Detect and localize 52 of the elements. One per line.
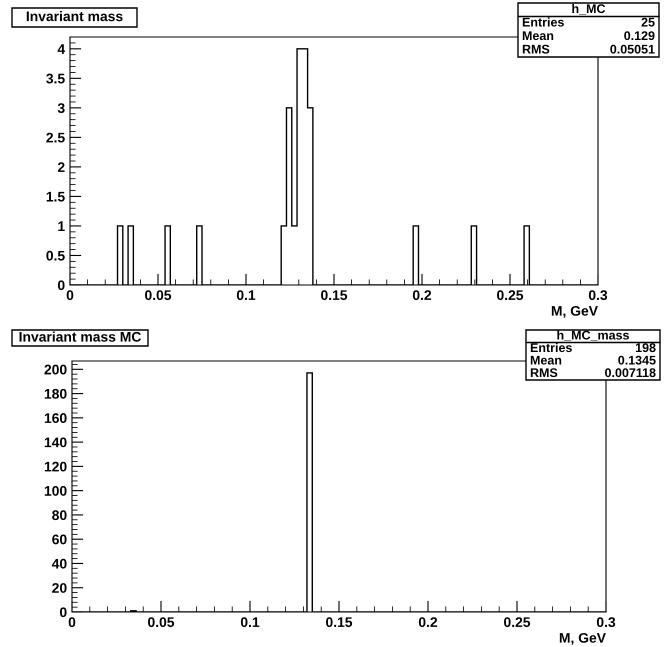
y-tick-label: 80 bbox=[52, 510, 67, 520]
y-tick-label: 140 bbox=[44, 437, 67, 448]
x-tick-label: 0.15 bbox=[321, 290, 348, 300]
x-tick-label: 0.2 bbox=[412, 290, 432, 300]
text: 0.05051 bbox=[610, 44, 655, 54]
y-tick-label: 0 bbox=[60, 607, 67, 618]
text: 0.1345 bbox=[618, 356, 656, 365]
y-tick-label: 2.5 bbox=[46, 132, 65, 143]
annotation: Mean bbox=[530, 356, 562, 365]
y-tick-label: 3.5 bbox=[46, 74, 65, 84]
y-tick-label: 4 bbox=[58, 44, 66, 54]
y-tick-label: 180 bbox=[44, 388, 67, 399]
text: Entries bbox=[530, 342, 572, 352]
y-tick-label: 2 bbox=[58, 162, 65, 172]
x-tick-label: 0.25 bbox=[504, 617, 530, 628]
x-tick-label: 0 bbox=[68, 617, 76, 628]
y-tick-label: 3 bbox=[58, 103, 65, 114]
x-tick-label: 0.2 bbox=[418, 617, 438, 628]
y-tick-label: 0 bbox=[58, 280, 65, 290]
x-tick-label: 0.1 bbox=[240, 617, 260, 628]
x-tick-label: 0.15 bbox=[326, 617, 352, 628]
annotation: Mean bbox=[522, 31, 554, 40]
x-tick-label: 0.05 bbox=[145, 290, 172, 300]
y-tick-label: 200 bbox=[44, 364, 67, 374]
text: h_MC bbox=[572, 4, 606, 15]
annotation: RMS bbox=[530, 368, 558, 378]
y-tick-label: 20 bbox=[52, 583, 67, 593]
x-tick-label: 0.05 bbox=[148, 617, 174, 628]
text: 25 bbox=[642, 18, 655, 27]
y-tick-label: 40 bbox=[52, 558, 67, 569]
y-tick-label: 160 bbox=[44, 413, 67, 424]
text: Entries bbox=[522, 17, 564, 27]
text: h_MC_mass bbox=[557, 330, 629, 342]
y-tick-label: 60 bbox=[52, 534, 67, 544]
y-tick-label: 100 bbox=[44, 486, 67, 496]
x-axis-title: M, GeV bbox=[552, 306, 598, 318]
x-tick-label: 0.1 bbox=[236, 290, 256, 300]
x-tick-label: 0.3 bbox=[588, 290, 608, 300]
x-tick-label: 0 bbox=[66, 290, 74, 300]
chart-title: Invariant mass MC bbox=[20, 332, 141, 342]
text: 198 bbox=[636, 343, 656, 352]
annotation: RMS bbox=[522, 44, 550, 54]
x-tick-label: 0.3 bbox=[596, 617, 616, 628]
y-tick-label: 120 bbox=[44, 462, 67, 472]
chart-title: Invariant mass bbox=[26, 11, 123, 22]
text: 0.129 bbox=[624, 31, 655, 40]
x-axis-title: M, GeV bbox=[560, 632, 606, 645]
y-tick-label: 1.5 bbox=[46, 192, 65, 202]
x-tick-label: 0.25 bbox=[497, 290, 524, 300]
y-tick-label: 0.5 bbox=[46, 250, 65, 261]
y-tick-label: 1 bbox=[58, 221, 65, 231]
annotation: 0.007118 bbox=[605, 368, 656, 378]
